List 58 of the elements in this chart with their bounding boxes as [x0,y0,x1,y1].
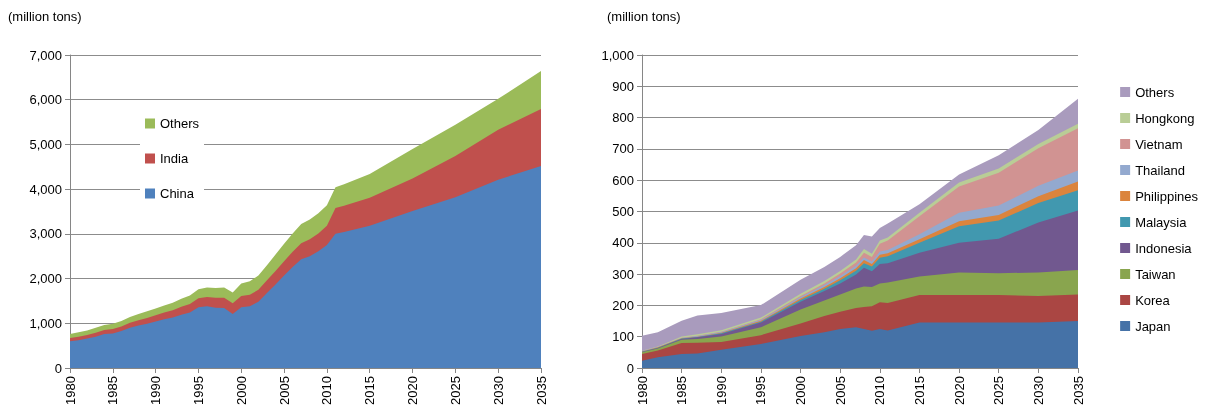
x-tick-label: 1985 [105,376,121,405]
x-tick-label: 2035 [533,376,549,405]
x-tick-label: 2020 [405,376,421,405]
y-tick-label: 700 [612,141,634,157]
legend-label: Vietnam [1135,136,1183,152]
x-tick-label: 2030 [490,376,506,405]
y-tick-label: 0 [54,360,62,376]
y-tick-label: 300 [612,266,634,282]
x-tick-label: 2010 [872,376,888,405]
x-tick-label: 2010 [319,376,335,405]
x-tick-label: 2035 [1070,376,1086,405]
x-tick-label: 1995 [753,376,769,405]
legend-label: Malaysia [1135,214,1188,230]
legend-label: Korea [1135,292,1171,308]
y-axis-title: (million tons) [8,9,82,24]
legend-label: China [160,186,195,201]
y-tick-label: 4,000 [29,181,62,197]
legend-label: Others [1135,84,1175,100]
x-tick-label: 2005 [276,376,292,405]
y-tick-label: 2,000 [29,271,62,287]
x-tick-label: 1995 [190,376,206,405]
x-tick-label: 2030 [1030,376,1046,405]
x-tick-label: 1990 [713,376,729,405]
y-tick-label: 100 [612,329,634,345]
y-tick-label: 400 [612,235,634,251]
y-tick-label: 7,000 [29,47,62,63]
x-tick-label: 2025 [991,376,1007,405]
x-tick-label: 2020 [951,376,967,405]
legend-label: Philippines [1135,188,1199,204]
legend-label: India [160,151,189,166]
y-tick-label: 3,000 [29,226,62,242]
legend-label: Hongkong [1135,110,1195,126]
x-tick-label: 1980 [62,376,78,405]
y-axis-title: (million tons) [607,9,681,24]
y-tick-label: 0 [626,360,634,376]
x-tick-label: 1985 [674,376,690,405]
x-tick-label: 2015 [362,376,378,405]
x-tick-label: 2000 [233,376,249,405]
y-tick-label: 900 [612,78,634,94]
y-tick-label: 200 [612,297,634,313]
y-tick-label: 500 [612,204,634,219]
y-tick-label: 1,000 [29,315,62,331]
legend-label: Others [160,116,200,131]
x-tick-label: 2015 [911,376,927,405]
y-tick-label: 800 [612,110,634,126]
y-tick-label: 1,000 [601,47,634,63]
legend-label: Indonesia [1135,240,1193,256]
legend-label: Thailand [1135,162,1185,178]
x-tick-label: 1990 [148,376,164,405]
x-tick-label: 2005 [832,376,848,405]
y-tick-label: 6,000 [29,92,62,108]
x-tick-label: 2025 [447,376,463,405]
legend-label: Japan [1135,318,1171,334]
legend-label: Taiwan [1135,266,1176,282]
y-tick-label: 600 [612,172,634,188]
y-tick-label: 5,000 [29,136,62,152]
x-tick-label: 1980 [634,376,650,405]
x-tick-label: 2000 [793,376,809,405]
